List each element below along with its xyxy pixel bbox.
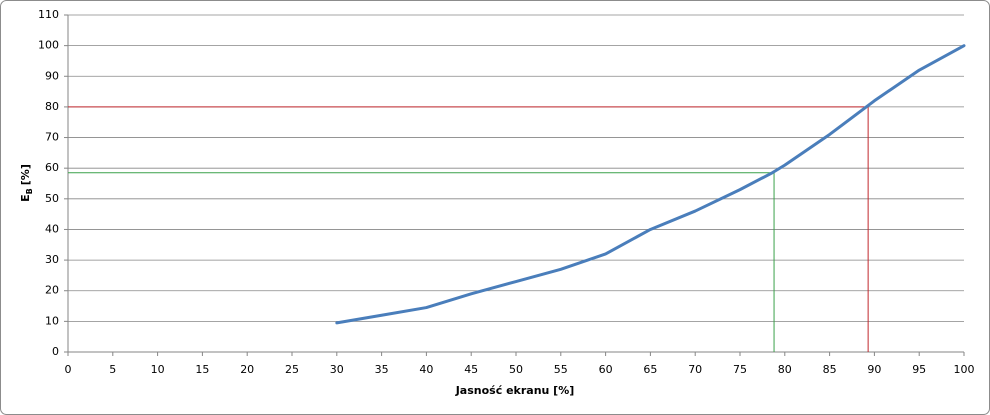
x-tick-label: 0 [65,363,72,376]
y-tick-label: 0 [52,345,59,358]
y-tick-label: 50 [45,192,59,205]
x-tick-label: 65 [643,363,657,376]
y-tick-label: 10 [45,314,59,327]
y-tick-label: 110 [38,8,59,21]
y-tick-label: 100 [38,39,59,52]
x-tick-label: 55 [554,363,568,376]
x-tick-label: 75 [733,363,747,376]
x-tick-label: 45 [464,363,478,376]
x-tick-label: 35 [375,363,389,376]
x-tick-label: 30 [330,363,344,376]
y-label-unit: [%] [19,164,32,185]
y-tick-label: 30 [45,253,59,266]
y-tick-label: 70 [45,131,59,144]
x-axis-label: Jasność ekranu [%] [455,384,575,397]
y-tick-label: 90 [45,69,59,82]
x-tick-label: 10 [151,363,165,376]
data-line [335,44,966,325]
y-axis-label: EB [%] [19,164,34,202]
x-tick-label: 50 [509,363,523,376]
x-tick-label: 15 [195,363,209,376]
x-tick-label: 90 [867,363,881,376]
x-tick-label: 60 [599,363,613,376]
y-tick-label: 80 [45,100,59,113]
x-tick-label: 40 [419,363,433,376]
y-tick-label: 20 [45,284,59,297]
y-label-sub: B [25,188,34,194]
x-tick-label: 85 [823,363,837,376]
x-tick-label: 20 [240,363,254,376]
x-tick-label: 5 [109,363,116,376]
y-tick-label: 60 [45,161,59,174]
y-tick-label: 40 [45,222,59,235]
y-label-main: E [19,194,32,202]
x-tick-label: 95 [912,363,926,376]
x-tick-label: 80 [778,363,792,376]
x-tick-label: 70 [688,363,702,376]
x-tick-label: 100 [954,363,975,376]
x-tick-label: 25 [285,363,299,376]
